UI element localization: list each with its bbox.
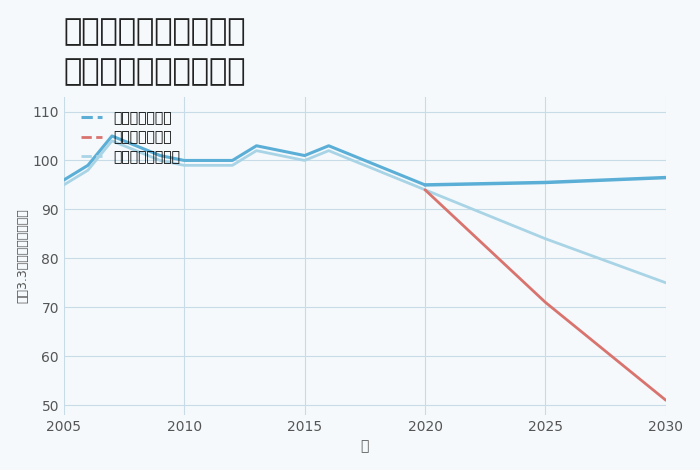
X-axis label: 年: 年 — [360, 439, 369, 454]
Y-axis label: 坪（3.3㎡）単価（万円）: 坪（3.3㎡）単価（万円） — [17, 209, 29, 303]
Legend: グッドシナリオ, バッドシナリオ, ノーマルシナリオ: グッドシナリオ, バッドシナリオ, ノーマルシナリオ — [77, 107, 184, 168]
Text: 兵庫県姫路市南今宿の
中古戸建ての価格推移: 兵庫県姫路市南今宿の 中古戸建ての価格推移 — [64, 16, 246, 86]
